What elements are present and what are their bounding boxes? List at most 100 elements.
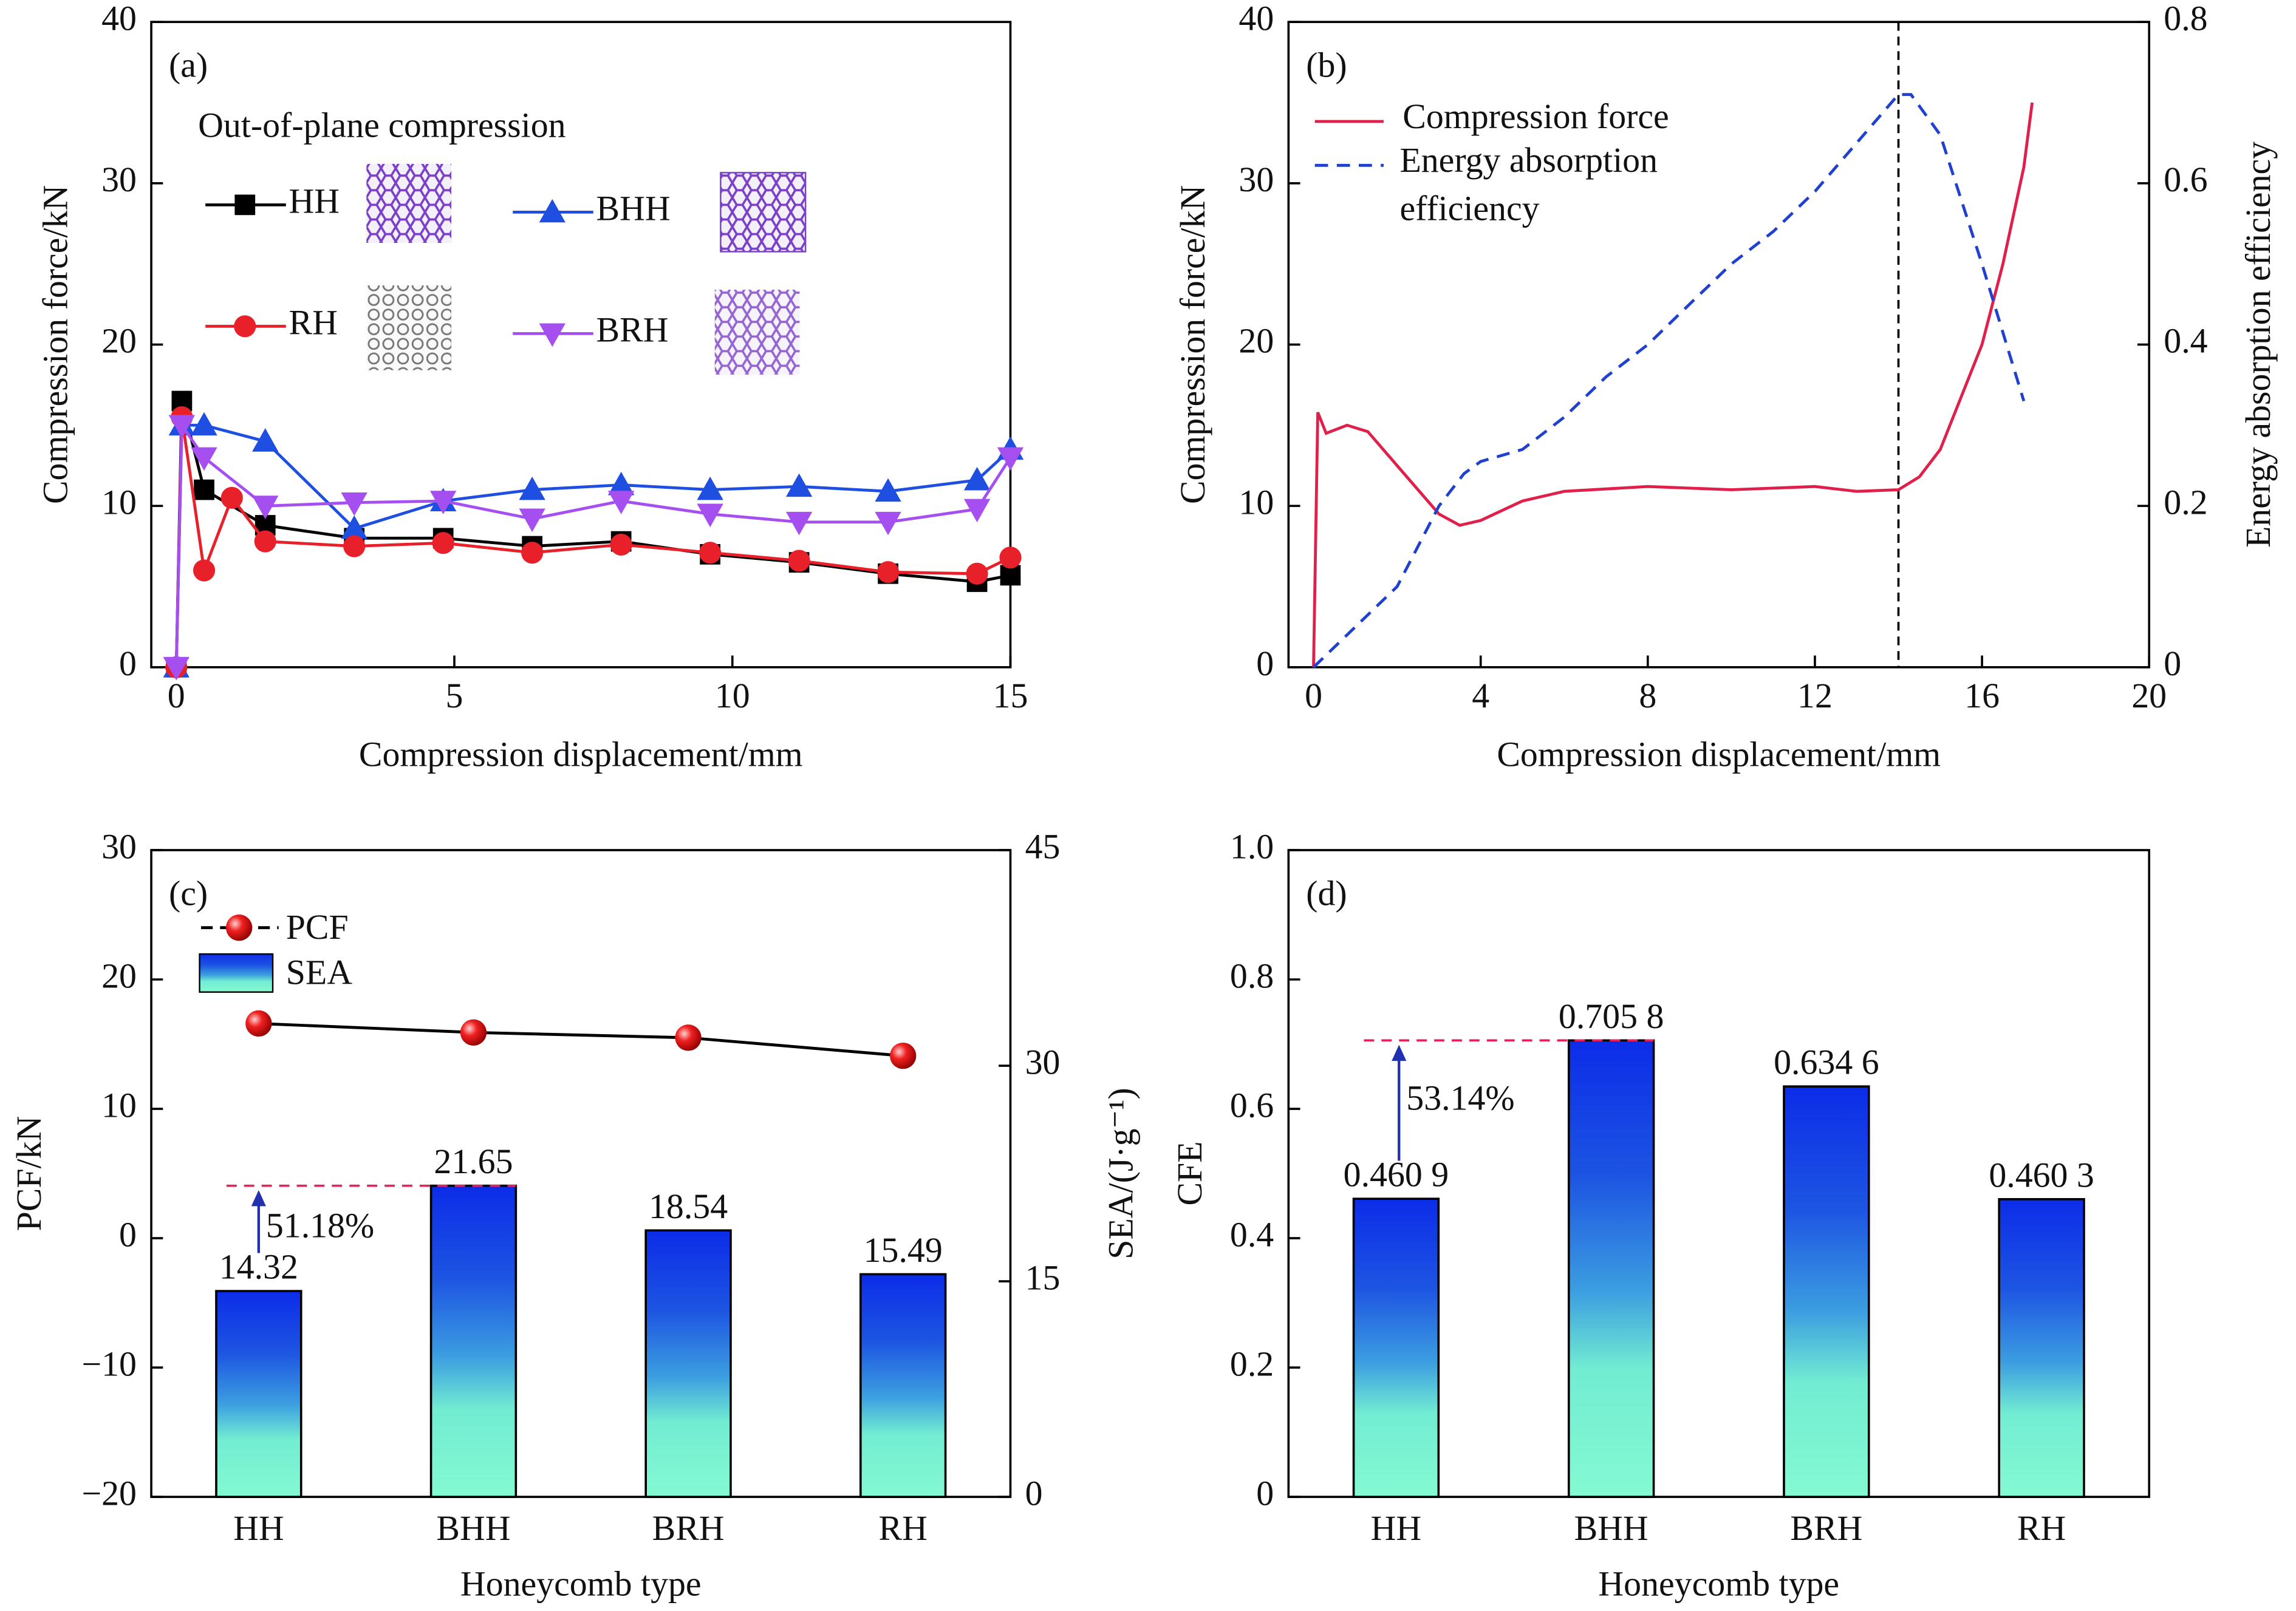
x-axis-label: Honeycomb type — [1598, 1564, 1839, 1604]
x-tick-label: 0 — [168, 676, 185, 715]
bar — [429, 1184, 518, 1498]
annotation: Out-of-plane compression — [198, 105, 566, 145]
marker — [875, 511, 901, 536]
y-tick-label: 0 — [119, 1214, 137, 1254]
y-tick-label: 0.8 — [1230, 956, 1274, 995]
y-axis-label: PCF/kN — [9, 1116, 49, 1231]
rh-image — [366, 285, 452, 370]
value-label: 0.634 6 — [1774, 1043, 1879, 1082]
y-tick-label: 0.6 — [1230, 1085, 1274, 1125]
value-label: 0.460 3 — [1989, 1155, 2094, 1194]
y-tick-label: 0.2 — [1230, 1344, 1274, 1383]
y-tick-label: 40 — [101, 0, 137, 38]
x-tick-label: 0 — [1305, 676, 1322, 715]
y-axis-label: CFE — [1170, 1141, 1209, 1205]
marker — [785, 473, 813, 497]
panel-label: (d) — [1306, 873, 1347, 913]
marker — [193, 559, 216, 582]
x-axis-label: Compression displacement/mm — [1497, 734, 1941, 774]
x-tick-label: 12 — [1797, 676, 1833, 715]
marker — [168, 415, 196, 438]
series-line — [1312, 102, 2034, 667]
y-tick-label: 10 — [101, 482, 137, 522]
legend-label: RH — [289, 303, 338, 342]
x-tick-label: 8 — [1639, 676, 1656, 715]
marker — [610, 533, 632, 556]
x-tick-label: RH — [2017, 1508, 2066, 1548]
value-label: 18.54 — [649, 1187, 728, 1226]
legend-label: SEA — [286, 952, 352, 992]
value-label: 14.32 — [219, 1247, 298, 1287]
plot-frame — [150, 849, 1012, 1498]
marker — [252, 428, 279, 452]
value-label: 21.65 — [434, 1142, 513, 1181]
marker — [539, 199, 565, 223]
legend-label: HH — [289, 182, 340, 221]
marker — [966, 562, 988, 585]
y2-axis-label: Energy absorption efficiency — [2238, 141, 2278, 548]
y-tick-label: 10 — [101, 1085, 137, 1125]
y-tick-label: 30 — [101, 826, 137, 866]
x-tick-label: 5 — [446, 676, 463, 715]
marker — [234, 194, 256, 216]
y2-tick-label: 30 — [1025, 1042, 1061, 1081]
legend-label: Compression force — [1403, 97, 1669, 136]
marker — [697, 503, 723, 528]
y-tick-label: 30 — [101, 160, 137, 199]
x-tick-label: HH — [1371, 1508, 1422, 1548]
x-tick-label: BRH — [652, 1508, 725, 1548]
marker — [963, 499, 991, 523]
x-axis-label: Honeycomb type — [460, 1564, 702, 1604]
y2-tick-label: 0.6 — [2164, 160, 2207, 199]
y-tick-label: 20 — [101, 956, 137, 995]
bar — [644, 1229, 732, 1498]
marker — [607, 471, 635, 496]
x-tick-label: BHH — [1574, 1508, 1649, 1548]
y-tick-label: 20 — [101, 321, 137, 361]
series-line — [258, 1022, 903, 1058]
y-tick-label: 10 — [1239, 482, 1274, 522]
panel-label: (b) — [1306, 46, 1347, 85]
marker — [699, 542, 722, 564]
y-tick-label: 0 — [1256, 1473, 1274, 1513]
y2-tick-label: 0.8 — [2164, 0, 2207, 38]
series-line — [1312, 93, 2026, 669]
y-axis-label: Compression force/kN — [1173, 185, 1212, 504]
series-line — [174, 417, 1011, 667]
x-tick-label: 15 — [993, 676, 1028, 715]
y2-tick-label: 0.4 — [2164, 321, 2207, 361]
legend-label: BRH — [596, 310, 669, 350]
y-tick-label: −10 — [81, 1344, 136, 1383]
legend-label: PCF — [286, 907, 349, 947]
value-label: 0.705 8 — [1559, 996, 1664, 1036]
marker — [429, 491, 457, 514]
marker — [519, 476, 545, 500]
marker — [341, 492, 367, 516]
bar — [859, 1273, 947, 1498]
y-tick-label: −20 — [81, 1473, 136, 1513]
brh-image — [714, 290, 800, 375]
y-tick-label: 20 — [1239, 321, 1274, 361]
marker — [697, 476, 723, 500]
x-tick-label: 10 — [715, 676, 750, 715]
x-tick-label: 16 — [1964, 676, 2000, 715]
marker — [225, 914, 253, 941]
marker — [875, 478, 901, 502]
marker — [785, 511, 813, 536]
marker — [877, 560, 900, 584]
marker — [521, 542, 544, 564]
bar — [215, 1290, 302, 1498]
y-tick-label: 30 — [1239, 160, 1274, 199]
y2-axis-label: SEA/(J·g⁻¹) — [1101, 1088, 1141, 1259]
marker — [607, 491, 635, 514]
y2-tick-label: 15 — [1025, 1258, 1061, 1297]
marker — [194, 479, 214, 500]
annotation: 53.14% — [1406, 1078, 1514, 1118]
marker — [191, 447, 217, 471]
y2-tick-label: 45 — [1025, 826, 1061, 866]
legend-swatch — [199, 953, 274, 993]
y-tick-label: 0 — [1256, 644, 1274, 683]
plot-frame — [1287, 849, 2150, 1498]
marker — [519, 508, 545, 533]
